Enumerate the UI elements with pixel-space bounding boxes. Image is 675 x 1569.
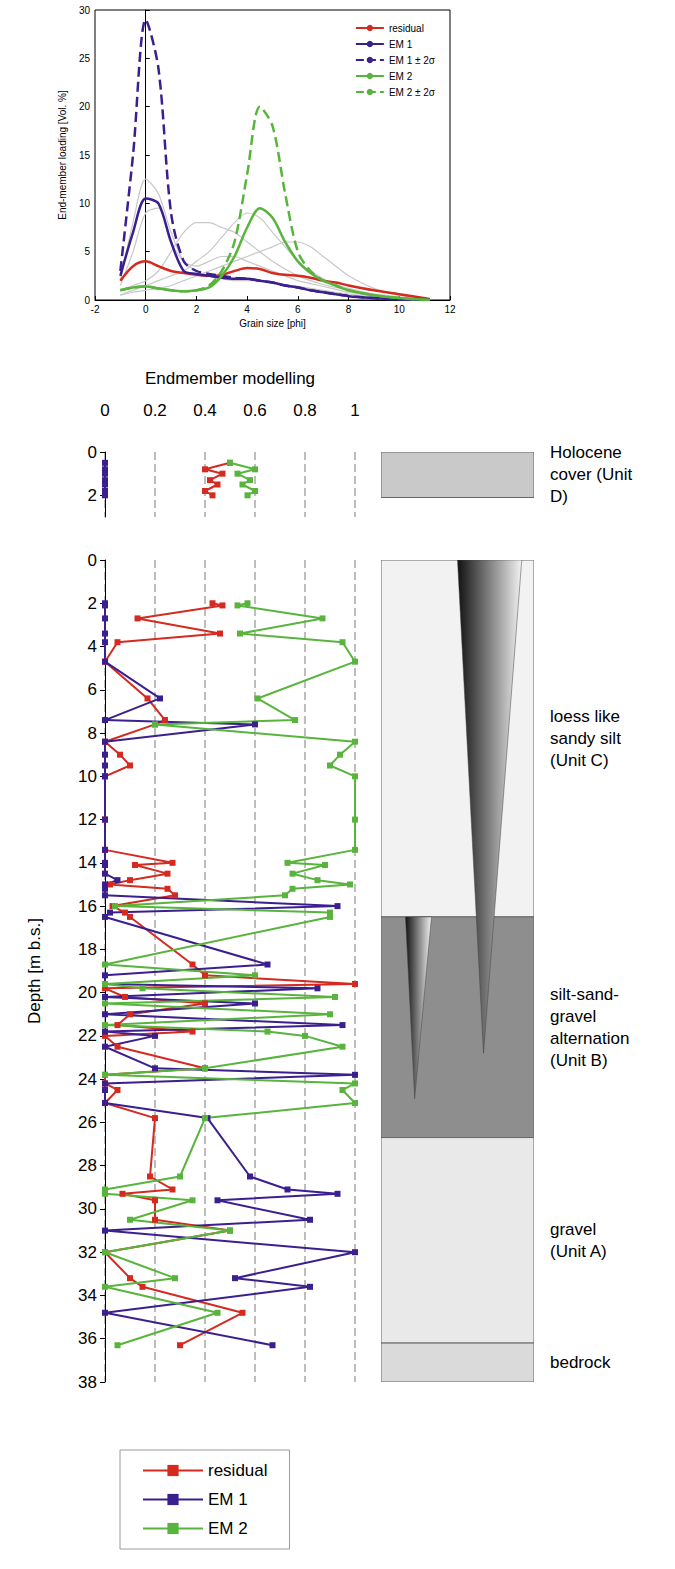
svg-text:D): D) bbox=[550, 487, 568, 506]
svg-text:15: 15 bbox=[79, 150, 91, 161]
svg-text:1: 1 bbox=[350, 401, 359, 420]
svg-text:24: 24 bbox=[78, 1070, 97, 1089]
svg-text:14: 14 bbox=[78, 853, 97, 872]
svg-text:silt-sand-: silt-sand- bbox=[550, 985, 619, 1004]
svg-text:0.8: 0.8 bbox=[293, 401, 317, 420]
svg-text:(Unit A): (Unit A) bbox=[550, 1242, 607, 1261]
svg-text:-2: -2 bbox=[91, 304, 100, 315]
svg-text:Depth [m b.s.]: Depth [m b.s.] bbox=[25, 918, 44, 1024]
svg-text:8: 8 bbox=[88, 724, 97, 743]
svg-text:6: 6 bbox=[88, 680, 97, 699]
svg-text:EM 1 ± 2σ: EM 1 ± 2σ bbox=[389, 55, 436, 66]
svg-text:alternation: alternation bbox=[550, 1029, 629, 1048]
svg-text:8: 8 bbox=[346, 304, 352, 315]
svg-text:2: 2 bbox=[88, 594, 97, 613]
svg-text:cover (Unit: cover (Unit bbox=[550, 465, 632, 484]
svg-text:16: 16 bbox=[78, 897, 97, 916]
svg-text:0: 0 bbox=[88, 443, 97, 462]
svg-text:residual: residual bbox=[389, 23, 424, 34]
svg-text:Holocene: Holocene bbox=[550, 443, 622, 462]
svg-text:loess like: loess like bbox=[550, 707, 620, 726]
svg-text:sandy silt: sandy silt bbox=[550, 729, 621, 748]
svg-text:0.2: 0.2 bbox=[143, 401, 167, 420]
svg-text:28: 28 bbox=[78, 1156, 97, 1175]
svg-text:10: 10 bbox=[394, 304, 406, 315]
svg-text:0: 0 bbox=[100, 401, 109, 420]
svg-text:End-member loading [Vol. %]: End-member loading [Vol. %] bbox=[57, 90, 68, 220]
svg-text:EM 1: EM 1 bbox=[389, 39, 413, 50]
svg-text:26: 26 bbox=[78, 1113, 97, 1132]
svg-text:6: 6 bbox=[295, 304, 301, 315]
svg-text:residual: residual bbox=[208, 1461, 268, 1480]
svg-text:0: 0 bbox=[143, 304, 149, 315]
svg-text:36: 36 bbox=[78, 1329, 97, 1348]
svg-text:20: 20 bbox=[78, 983, 97, 1002]
svg-text:EM 1: EM 1 bbox=[208, 1490, 248, 1509]
svg-text:12: 12 bbox=[78, 810, 97, 829]
svg-text:2: 2 bbox=[88, 486, 97, 505]
svg-text:30: 30 bbox=[78, 1199, 97, 1218]
svg-text:0.4: 0.4 bbox=[193, 401, 217, 420]
svg-text:10: 10 bbox=[79, 198, 91, 209]
svg-text:22: 22 bbox=[78, 1026, 97, 1045]
svg-text:gravel: gravel bbox=[550, 1007, 596, 1026]
svg-text:34: 34 bbox=[78, 1286, 97, 1305]
svg-text:Endmember modelling: Endmember modelling bbox=[145, 369, 315, 388]
svg-text:Grain size [phi]: Grain size [phi] bbox=[239, 318, 306, 329]
svg-text:bedrock: bedrock bbox=[550, 1353, 611, 1372]
svg-text:38: 38 bbox=[78, 1373, 97, 1392]
svg-text:5: 5 bbox=[84, 246, 90, 257]
svg-text:12: 12 bbox=[444, 304, 456, 315]
svg-text:30: 30 bbox=[79, 5, 91, 16]
svg-text:EM 2: EM 2 bbox=[208, 1519, 248, 1538]
svg-text:(Unit B): (Unit B) bbox=[550, 1051, 608, 1070]
svg-text:EM 2: EM 2 bbox=[389, 71, 413, 82]
svg-text:32: 32 bbox=[78, 1243, 97, 1262]
svg-text:2: 2 bbox=[194, 304, 200, 315]
svg-text:18: 18 bbox=[78, 940, 97, 959]
svg-text:10: 10 bbox=[78, 767, 97, 786]
svg-text:20: 20 bbox=[79, 101, 91, 112]
svg-text:EM 2 ± 2σ: EM 2 ± 2σ bbox=[389, 87, 436, 98]
svg-text:0: 0 bbox=[84, 295, 90, 306]
svg-text:gravel: gravel bbox=[550, 1220, 596, 1239]
svg-text:(Unit C): (Unit C) bbox=[550, 751, 609, 770]
svg-text:0: 0 bbox=[88, 551, 97, 570]
svg-text:25: 25 bbox=[79, 53, 91, 64]
svg-text:0.6: 0.6 bbox=[243, 401, 267, 420]
svg-text:4: 4 bbox=[244, 304, 250, 315]
svg-text:4: 4 bbox=[88, 637, 97, 656]
